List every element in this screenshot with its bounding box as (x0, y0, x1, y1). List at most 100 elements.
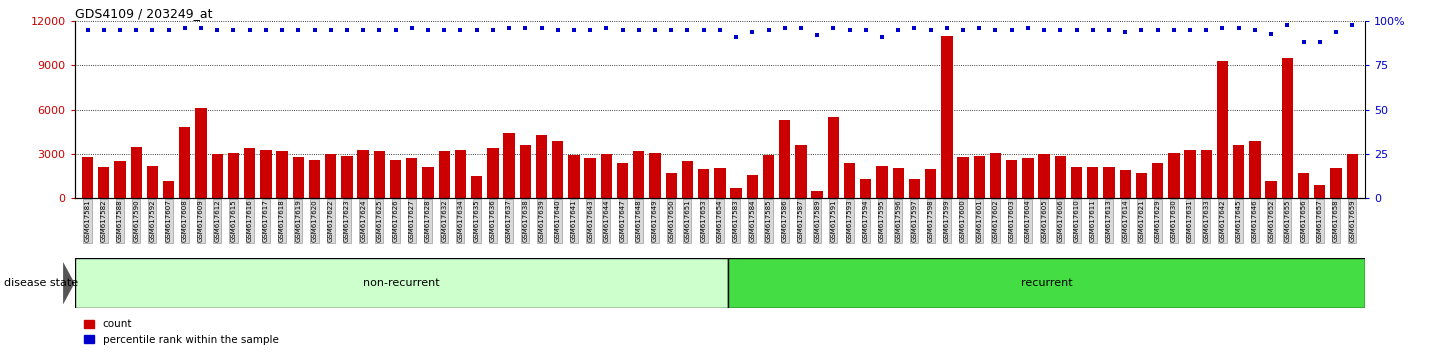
Bar (1331, 168, 1342, 198)
Point (271, 27, 294, 33)
Point (449, 27, 472, 33)
Point (109, 27, 132, 33)
Bar (82, 157, 93, 198)
Bar (1282, 58, 1293, 198)
Point (1032, 27, 1055, 33)
Bar (681, 161, 693, 198)
Point (660, 27, 683, 33)
Bar (212, 154, 222, 198)
Text: GDS4109 / 203249_at: GDS4109 / 203249_at (75, 7, 212, 20)
Point (855, 27, 878, 33)
Point (1081, 27, 1104, 33)
Bar (650, 153, 661, 198)
Point (1308, 40, 1331, 45)
Point (1017, 25, 1040, 31)
Bar (146, 166, 158, 198)
Point (351, 27, 374, 33)
Bar (1136, 173, 1147, 198)
Bar (552, 141, 564, 198)
Point (546, 27, 569, 33)
Point (174, 25, 196, 31)
Bar (277, 151, 288, 198)
Bar (827, 117, 839, 198)
Point (1130, 27, 1153, 33)
Bar (390, 160, 402, 198)
Bar (260, 149, 271, 198)
Point (1114, 29, 1137, 35)
Bar (75, 258, 728, 308)
Point (1001, 27, 1024, 33)
Point (125, 27, 148, 33)
Point (837, 27, 860, 33)
Bar (1169, 153, 1180, 198)
Point (482, 27, 505, 33)
Bar (747, 175, 759, 198)
Bar (909, 179, 921, 198)
Polygon shape (63, 262, 75, 304)
Point (693, 27, 716, 33)
Bar (503, 133, 515, 198)
Bar (98, 167, 109, 198)
Point (433, 27, 456, 33)
Bar (665, 173, 677, 198)
Bar (163, 181, 175, 198)
Bar (195, 108, 206, 198)
Text: recurrent: recurrent (1021, 278, 1073, 288)
Point (1243, 27, 1266, 33)
Bar (374, 151, 386, 198)
Point (773, 25, 796, 31)
Point (287, 27, 310, 33)
Bar (326, 154, 337, 198)
Point (1341, 22, 1364, 28)
Point (790, 25, 813, 31)
Point (1228, 25, 1250, 31)
Bar (115, 161, 126, 198)
Bar (341, 156, 353, 198)
Bar (1200, 150, 1212, 198)
Point (320, 27, 343, 33)
Point (1212, 25, 1235, 31)
Point (562, 27, 585, 33)
Point (903, 25, 926, 31)
Bar (958, 157, 969, 198)
Bar (1233, 145, 1245, 198)
Point (595, 25, 618, 31)
Point (141, 27, 163, 33)
Point (579, 27, 602, 33)
Bar (941, 36, 952, 198)
Point (952, 27, 975, 33)
Bar (1184, 149, 1196, 198)
Point (1065, 27, 1088, 33)
Point (1276, 22, 1299, 28)
Bar (1249, 141, 1260, 198)
Point (531, 25, 554, 31)
Point (870, 34, 893, 40)
Bar (308, 160, 320, 198)
Point (238, 27, 261, 33)
Point (968, 25, 991, 31)
Bar (519, 145, 531, 198)
Bar (1265, 181, 1276, 198)
Point (757, 27, 780, 33)
Bar (585, 159, 597, 198)
Bar (601, 154, 612, 198)
Point (806, 33, 829, 38)
Point (984, 27, 1007, 33)
Point (498, 25, 521, 31)
Bar (634, 151, 644, 198)
Point (384, 27, 407, 33)
Point (886, 27, 909, 33)
Bar (1038, 154, 1050, 198)
Bar (1103, 167, 1114, 198)
Bar (1007, 160, 1017, 198)
Bar (1314, 185, 1325, 198)
Point (1048, 27, 1071, 33)
Point (919, 27, 942, 33)
Point (416, 27, 439, 33)
Point (400, 25, 423, 31)
Bar (925, 169, 936, 198)
Point (76, 27, 99, 33)
Bar (1054, 156, 1065, 198)
Point (724, 34, 747, 40)
Bar (488, 148, 499, 198)
